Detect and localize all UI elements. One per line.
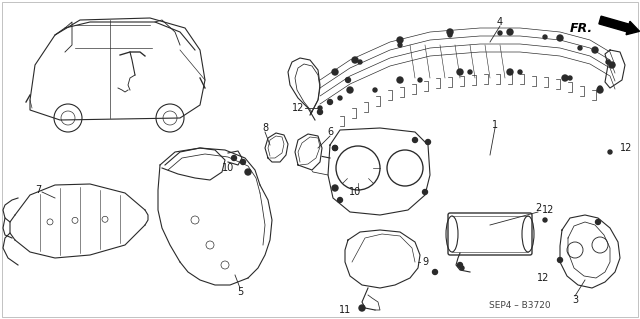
Text: 7: 7 [35,185,41,195]
Text: 4: 4 [497,17,503,27]
Circle shape [317,109,323,115]
Text: 3: 3 [572,295,578,305]
Circle shape [352,57,358,63]
Circle shape [418,78,422,82]
Circle shape [578,46,582,50]
Circle shape [426,139,431,145]
Text: 9: 9 [422,257,428,267]
Circle shape [358,60,362,64]
Circle shape [338,96,342,100]
Text: FR.: FR. [570,22,593,35]
Text: 8: 8 [262,123,268,133]
Circle shape [598,86,602,90]
Circle shape [557,257,563,263]
Circle shape [468,70,472,74]
Text: 12: 12 [620,143,632,153]
Text: 5: 5 [237,287,243,297]
Text: 12: 12 [292,103,304,113]
Text: 10: 10 [222,163,234,173]
Circle shape [562,75,568,81]
Circle shape [518,70,522,74]
Circle shape [597,87,603,93]
Circle shape [422,189,428,195]
Polygon shape [265,133,288,162]
Polygon shape [345,230,420,288]
Circle shape [448,33,452,37]
Text: 10: 10 [349,187,361,197]
Circle shape [507,69,513,75]
Circle shape [318,106,322,110]
Circle shape [447,29,453,35]
Circle shape [332,69,338,75]
Circle shape [397,37,403,43]
Circle shape [606,60,610,64]
Circle shape [413,137,417,143]
Circle shape [347,87,353,93]
Circle shape [433,270,438,275]
Circle shape [458,263,463,268]
Circle shape [557,35,563,41]
Circle shape [346,78,351,83]
Polygon shape [560,215,620,288]
Circle shape [397,77,403,83]
Text: 2: 2 [535,203,541,213]
Circle shape [457,69,463,75]
FancyArrow shape [599,16,639,35]
Text: 12: 12 [537,273,549,283]
Circle shape [498,31,502,35]
Text: 11: 11 [339,305,351,315]
Circle shape [543,35,547,39]
Circle shape [608,150,612,154]
Circle shape [507,29,513,35]
Polygon shape [295,134,322,170]
Text: 12: 12 [542,205,554,215]
Circle shape [359,305,365,311]
Circle shape [241,160,246,165]
Text: 6: 6 [327,127,333,137]
Circle shape [373,88,377,92]
Circle shape [592,47,598,53]
Circle shape [333,145,337,151]
Text: 1: 1 [492,120,498,130]
Text: SEP4 – B3720: SEP4 – B3720 [489,300,551,309]
Circle shape [337,197,342,203]
Circle shape [232,155,237,160]
Circle shape [333,70,337,74]
Circle shape [595,219,600,225]
Circle shape [460,266,464,270]
Circle shape [568,76,572,80]
Circle shape [328,100,333,105]
Polygon shape [328,128,430,215]
Circle shape [332,185,338,191]
Circle shape [398,43,402,47]
Circle shape [609,62,615,68]
Circle shape [543,218,547,222]
Circle shape [333,145,337,151]
Circle shape [245,169,251,175]
